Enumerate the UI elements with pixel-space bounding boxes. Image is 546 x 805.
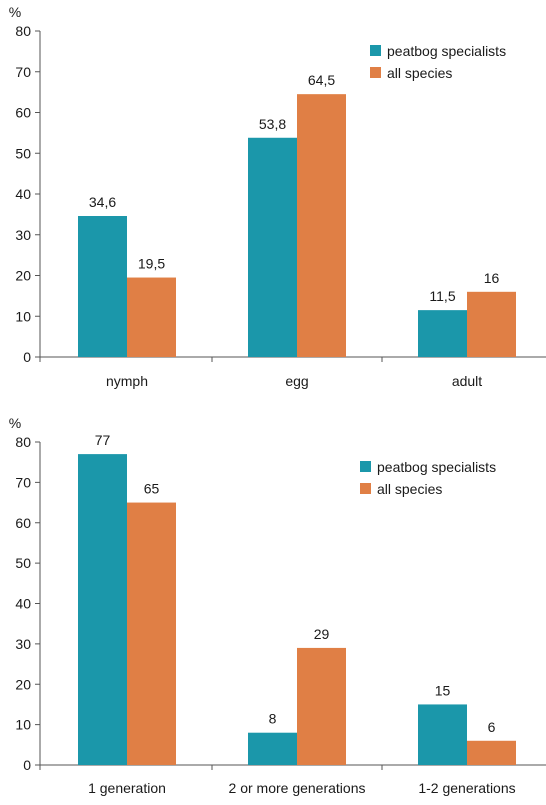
y-tick-label: 20 (15, 268, 31, 284)
legend-label: peatbog specialists (387, 43, 506, 59)
bar-value-label: 16 (484, 270, 500, 286)
category-label: nymph (106, 373, 148, 389)
y-tick-label: 20 (15, 676, 31, 692)
bar-all-species (467, 291, 516, 357)
y-tick-label: 30 (15, 636, 31, 652)
y-axis-label: % (9, 4, 21, 20)
y-tick-label: 0 (23, 349, 31, 365)
y-tick-label: 10 (15, 717, 31, 733)
legend-swatch (360, 461, 371, 472)
legend-swatch (360, 483, 371, 494)
bar-value-label: 8 (269, 711, 277, 727)
y-tick-label: 80 (15, 434, 31, 450)
bar-peatbog-specialists (78, 454, 127, 765)
y-tick-label: 40 (15, 596, 31, 612)
bar-value-label: 53,8 (259, 116, 286, 132)
y-tick-label: 60 (15, 515, 31, 531)
y-tick-label: 80 (15, 23, 31, 39)
legend-label: all species (387, 65, 452, 81)
bar-all-species (127, 277, 176, 357)
bar-value-label: 15 (435, 682, 451, 698)
bar-value-label: 6 (488, 719, 496, 735)
chart-2: 0 10 20 30 40 50 60 70 80% 77 65 1 generation 8 29 2 o… (9, 415, 546, 796)
category-label: adult (452, 373, 482, 389)
y-tick-label: 50 (15, 555, 31, 571)
y-tick-label: 30 (15, 227, 31, 243)
bar-all-species (127, 502, 176, 765)
legend-swatch (370, 45, 381, 56)
legend-label: peatbog specialists (377, 459, 496, 475)
bar-all-species (297, 647, 346, 765)
bar-peatbog-specialists (418, 310, 467, 357)
category-label: egg (285, 373, 308, 389)
bar-value-label: 29 (314, 626, 330, 642)
category-label: 1-2 generations (418, 780, 515, 796)
bar-peatbog-specialists (418, 704, 467, 765)
bar-value-label: 65 (144, 481, 160, 497)
category-label: 1 generation (88, 780, 166, 796)
bar-all-species (297, 94, 346, 357)
legend-label: all species (377, 481, 442, 497)
y-tick-label: 50 (15, 145, 31, 161)
y-tick-label: 0 (23, 757, 31, 773)
y-tick-label: 60 (15, 105, 31, 121)
bar-peatbog-specialists (248, 137, 297, 357)
y-tick-label: 70 (15, 64, 31, 80)
bar-all-species (467, 740, 516, 765)
bar-value-label: 64,5 (308, 72, 335, 88)
y-tick-label: 10 (15, 308, 31, 324)
bar-value-label: 77 (95, 432, 111, 448)
y-tick-label: 70 (15, 474, 31, 490)
category-label: 2 or more generations (229, 780, 366, 796)
y-axis-label: % (9, 415, 21, 431)
y-tick-label: 40 (15, 186, 31, 202)
bar-peatbog-specialists (248, 732, 297, 765)
bar-value-label: 34,6 (89, 194, 116, 210)
bar-value-label: 11,5 (429, 288, 455, 304)
legend-swatch (370, 67, 381, 78)
bar-value-label: 19,5 (138, 256, 165, 272)
bar-peatbog-specialists (78, 216, 127, 357)
chart-1: 0 10 20 30 40 50 60 70 80% 34,6 19,5 nymph 53,8 64,5 e… (9, 4, 546, 389)
